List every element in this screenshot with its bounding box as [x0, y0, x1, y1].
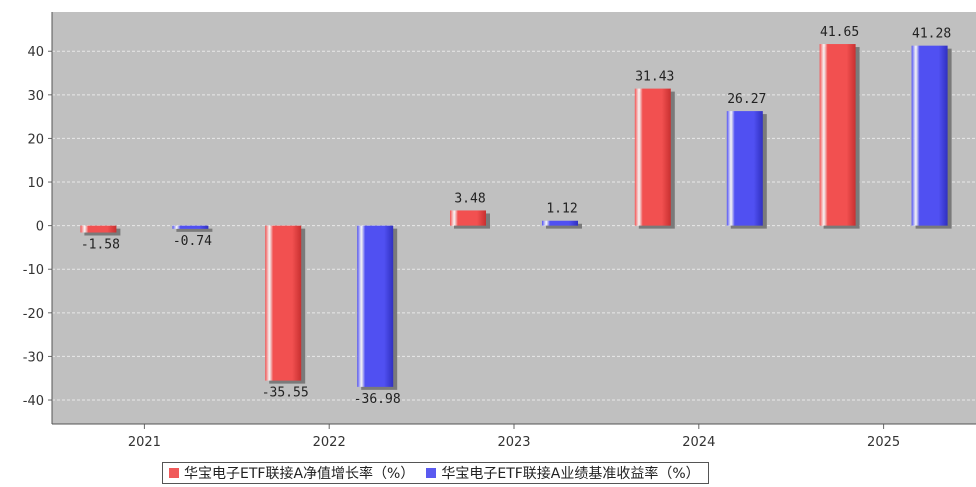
- bar: [819, 44, 856, 226]
- data-label: 41.28: [912, 27, 951, 42]
- y-tick-label: -30: [23, 350, 44, 365]
- y-tick-label: 10: [27, 176, 44, 191]
- data-label: 26.27: [727, 92, 766, 107]
- legend-item-nav-growth: 华宝电子ETF联接A净值增长率（%）: [169, 463, 414, 483]
- x-tick-label: 2023: [497, 435, 530, 450]
- bar: [542, 220, 578, 226]
- data-labels: -1.58 -0.74 -35.55 -36.98 3.48 1.12 31.43 26.27…: [81, 25, 951, 407]
- legend-label-nav-growth: 华宝电子ETF联接A净值增长率（%）: [184, 466, 415, 482]
- bar: [450, 210, 486, 226]
- y-tick-label: 40: [27, 45, 44, 60]
- bar: [357, 225, 394, 387]
- x-axis: 2021 2022 2023 2024 2025: [128, 424, 900, 450]
- legend-swatch-blue: [426, 468, 437, 478]
- x-tick-label: 2022: [313, 435, 346, 450]
- y-tick-label: -20: [23, 307, 44, 322]
- x-tick-label: 2025: [867, 435, 900, 450]
- data-label: -35.55: [262, 386, 309, 401]
- data-label: 3.48: [454, 191, 485, 206]
- y-axis: 40 30 20 10 0 -10 -20 -30 -40: [23, 45, 52, 409]
- y-tick-label: 20: [27, 132, 44, 147]
- legend-label-benchmark: 华宝电子ETF联接A业绩基准收益率（%）: [441, 466, 700, 482]
- bar: [265, 225, 302, 381]
- bar: [172, 225, 209, 229]
- y-tick-label: -40: [23, 394, 44, 409]
- x-tick-label: 2021: [128, 435, 161, 450]
- bar: [80, 225, 117, 233]
- bar: [634, 88, 671, 226]
- y-tick-label: 30: [27, 89, 44, 104]
- data-label: -36.98: [354, 392, 401, 407]
- bar: [911, 45, 948, 226]
- legend-item-benchmark: 华宝电子ETF联接A业绩基准收益率（%）: [426, 463, 700, 483]
- data-label: 41.65: [820, 25, 859, 40]
- data-label: 31.43: [635, 70, 674, 85]
- data-label: -0.74: [173, 234, 212, 249]
- bar: [726, 111, 763, 226]
- bars: [80, 44, 952, 390]
- legend-swatch-red: [169, 468, 179, 478]
- y-tick-label: 0: [36, 220, 44, 235]
- bar-shadow: [176, 228, 213, 232]
- x-tick-label: 2024: [682, 435, 715, 450]
- data-label: -1.58: [81, 238, 120, 253]
- legend: 华宝电子ETF联接A净值增长率（%） 华宝电子ETF联接A业绩基准收益率（%）: [162, 462, 709, 484]
- y-tick-label: -10: [23, 263, 44, 278]
- bar-shadow: [546, 223, 582, 229]
- data-label: 1.12: [546, 202, 577, 217]
